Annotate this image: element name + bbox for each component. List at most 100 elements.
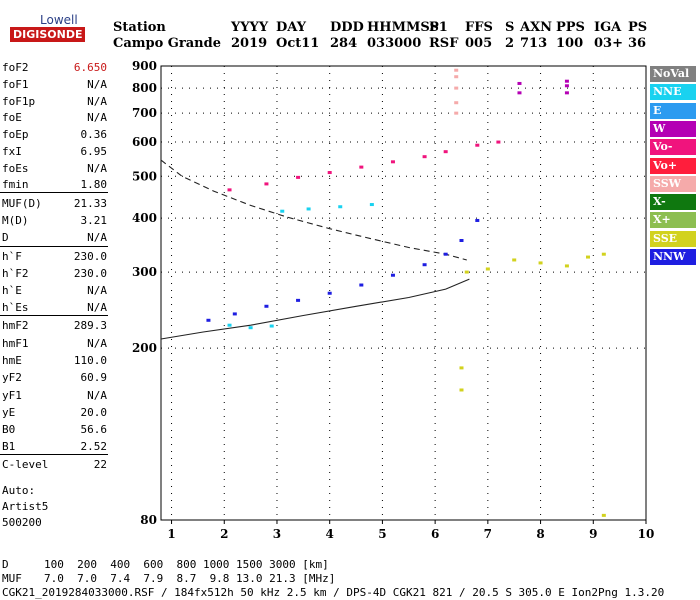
legend-item: SSW bbox=[650, 175, 696, 192]
param-name: M(D) bbox=[2, 214, 29, 227]
logo-line1: Lowell bbox=[40, 13, 78, 27]
echo-point bbox=[459, 366, 464, 370]
profile-curve bbox=[160, 159, 467, 261]
param-value: N/A bbox=[87, 78, 107, 91]
legend-item: E bbox=[650, 102, 696, 119]
x-tick-label: 7 bbox=[484, 527, 492, 541]
echo-point bbox=[248, 326, 253, 330]
y-tick-label: 400 bbox=[132, 211, 157, 225]
header-label: PPS bbox=[556, 20, 585, 35]
param-name: h`Es bbox=[2, 301, 29, 314]
param-name: hmF1 bbox=[2, 337, 29, 350]
param-value: 3.21 bbox=[80, 214, 108, 227]
footer-muf-values: 7.0 7.0 7.4 7.9 8.7 9.8 13.0 21.3 [MHz] bbox=[44, 572, 336, 585]
y-tick-label: 700 bbox=[132, 106, 157, 120]
echo-point bbox=[485, 267, 490, 271]
header-label: PS bbox=[628, 20, 648, 35]
param-name: foF1 bbox=[2, 78, 29, 91]
echo-point bbox=[459, 388, 464, 392]
param-name: fmin bbox=[2, 178, 29, 191]
header-label: AXN bbox=[520, 20, 553, 35]
echo-point bbox=[359, 283, 364, 287]
param-name: foF2 bbox=[2, 61, 29, 74]
header-value: 2019 bbox=[231, 36, 268, 51]
header-label: HHMMSS bbox=[367, 20, 439, 35]
echo-point bbox=[359, 165, 364, 169]
plot-frame bbox=[160, 65, 647, 521]
param-name: C-level bbox=[2, 458, 49, 471]
param-value: N/A bbox=[87, 95, 107, 108]
param-value: N/A bbox=[87, 389, 107, 402]
echo-point bbox=[264, 304, 269, 308]
header-value: 284 bbox=[330, 36, 358, 51]
echo-point bbox=[464, 270, 469, 274]
echo-point bbox=[327, 291, 332, 295]
echo-point bbox=[443, 150, 448, 154]
y-tick-label: 900 bbox=[132, 59, 157, 73]
x-tick-label: 3 bbox=[273, 527, 281, 541]
header-value: 005 bbox=[465, 36, 493, 51]
param-name: foEs bbox=[2, 162, 29, 175]
x-tick-label: 6 bbox=[431, 527, 439, 541]
param-name: D bbox=[2, 231, 9, 244]
x-tick-label: 8 bbox=[536, 527, 544, 541]
echo-point bbox=[296, 175, 301, 179]
param-value: N/A bbox=[87, 337, 107, 350]
echo-point bbox=[390, 160, 395, 164]
echo-point bbox=[454, 101, 459, 105]
y-tick-label: 800 bbox=[132, 81, 157, 95]
echo-point bbox=[443, 252, 448, 256]
echo-point bbox=[422, 155, 427, 159]
param-value: 110.0 bbox=[73, 354, 107, 367]
param-separator bbox=[0, 246, 108, 247]
x-tick-label: 5 bbox=[378, 527, 386, 541]
x-tick-label: 1 bbox=[167, 527, 175, 541]
echo-point bbox=[280, 209, 285, 213]
echo-point bbox=[227, 188, 232, 192]
param-value: 0.36 bbox=[80, 128, 108, 141]
legend-item: X- bbox=[650, 194, 696, 211]
echo-point bbox=[269, 324, 274, 328]
legend-item: NNW bbox=[650, 249, 696, 265]
param-value: 230.0 bbox=[73, 267, 107, 280]
param-name: foE bbox=[2, 111, 22, 124]
echo-point bbox=[306, 207, 311, 211]
echo-point bbox=[496, 140, 501, 144]
echo-point bbox=[601, 252, 606, 256]
header-label: S bbox=[505, 20, 515, 35]
echo-point bbox=[454, 75, 459, 79]
param-value: N/A bbox=[87, 284, 107, 297]
echo-point bbox=[369, 203, 374, 207]
header-value: 713 bbox=[520, 36, 548, 51]
x-tick-label: 2 bbox=[220, 527, 228, 541]
header-label: DDD bbox=[330, 20, 364, 35]
param-value: 230.0 bbox=[73, 250, 107, 263]
param-name: MUF(D) bbox=[2, 197, 42, 210]
header-value: 033000 bbox=[367, 36, 422, 51]
echo-point bbox=[227, 323, 232, 327]
echo-point bbox=[422, 263, 427, 267]
header-label: Station bbox=[113, 20, 166, 35]
echo-point bbox=[296, 298, 301, 302]
param-name: fxI bbox=[2, 145, 22, 158]
param-separator bbox=[0, 315, 108, 316]
header-value: 36 bbox=[628, 36, 647, 51]
param-name: foF1p bbox=[2, 95, 36, 108]
header-value: Oct11 bbox=[276, 36, 320, 51]
echo-point bbox=[586, 255, 591, 259]
autoscaling-code: 500200 bbox=[2, 516, 42, 529]
echo-point bbox=[459, 238, 464, 242]
autoscaling-label: Auto: bbox=[2, 484, 36, 497]
param-separator bbox=[0, 454, 108, 455]
legend-item: NoVal bbox=[650, 66, 696, 82]
footer-d-label: D bbox=[2, 558, 9, 571]
footer-muf-label: MUF bbox=[2, 572, 22, 585]
param-name: yE bbox=[2, 406, 16, 419]
autoscaling-program: Artist5 bbox=[2, 500, 49, 513]
x-tick-label: 4 bbox=[326, 527, 334, 541]
param-name: h`F bbox=[2, 250, 22, 263]
y-tick-label: 500 bbox=[132, 169, 157, 183]
y-tick-label: 300 bbox=[132, 265, 157, 279]
header-value: 2 bbox=[505, 36, 515, 51]
